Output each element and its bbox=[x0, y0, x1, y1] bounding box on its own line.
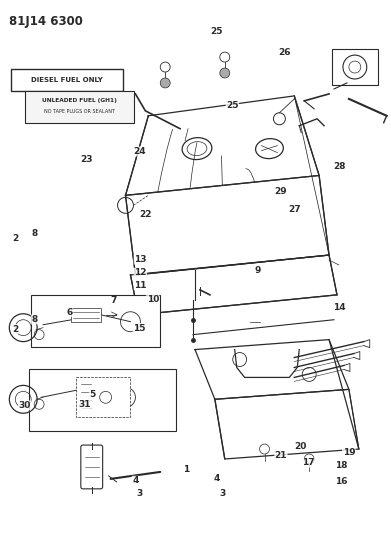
Text: 81J14 6300: 81J14 6300 bbox=[9, 15, 83, 28]
Text: 26: 26 bbox=[278, 49, 291, 58]
Text: DIESEL FUEL ONLY: DIESEL FUEL ONLY bbox=[31, 77, 103, 83]
Text: 2: 2 bbox=[12, 325, 18, 334]
Text: 8: 8 bbox=[31, 315, 38, 324]
Text: 6: 6 bbox=[66, 308, 72, 317]
Text: 4: 4 bbox=[213, 474, 220, 483]
Text: 23: 23 bbox=[80, 155, 92, 164]
Text: 20: 20 bbox=[294, 442, 307, 451]
Text: 3: 3 bbox=[136, 489, 142, 498]
Text: 16: 16 bbox=[335, 477, 347, 486]
Text: 11: 11 bbox=[134, 280, 147, 289]
Bar bbox=[25, 91, 135, 123]
Text: 18: 18 bbox=[335, 461, 347, 470]
Circle shape bbox=[220, 68, 230, 78]
Text: 8: 8 bbox=[31, 229, 38, 238]
Bar bbox=[76, 377, 131, 417]
Text: 17: 17 bbox=[302, 458, 314, 467]
Bar bbox=[31, 295, 160, 346]
Text: 3: 3 bbox=[220, 489, 226, 498]
Text: 12: 12 bbox=[134, 268, 147, 277]
Bar bbox=[332, 49, 378, 85]
Text: 29: 29 bbox=[274, 187, 287, 196]
Text: 5: 5 bbox=[90, 390, 96, 399]
Text: 15: 15 bbox=[133, 324, 145, 333]
Text: 25: 25 bbox=[226, 101, 239, 110]
FancyBboxPatch shape bbox=[81, 445, 103, 489]
Text: 14: 14 bbox=[333, 303, 346, 312]
Text: 7: 7 bbox=[111, 296, 117, 305]
Bar bbox=[29, 369, 176, 431]
Text: 13: 13 bbox=[134, 255, 147, 264]
Text: 19: 19 bbox=[343, 448, 355, 457]
Text: 24: 24 bbox=[133, 147, 145, 156]
Circle shape bbox=[160, 78, 170, 88]
Text: 21: 21 bbox=[274, 451, 287, 460]
Text: UNLEADED FUEL (GH1): UNLEADED FUEL (GH1) bbox=[42, 99, 117, 103]
Text: 28: 28 bbox=[333, 163, 345, 171]
Bar bbox=[11, 69, 122, 91]
Text: NO TAPE PLUGS OR SEALANT: NO TAPE PLUGS OR SEALANT bbox=[44, 109, 115, 114]
Bar bbox=[71, 308, 100, 322]
Text: 25: 25 bbox=[211, 27, 223, 36]
Text: 1: 1 bbox=[183, 465, 189, 473]
Text: 2: 2 bbox=[12, 234, 18, 243]
Text: 22: 22 bbox=[139, 210, 151, 219]
Text: 9: 9 bbox=[255, 266, 261, 275]
Text: 30: 30 bbox=[18, 401, 31, 410]
Text: 31: 31 bbox=[79, 400, 91, 409]
Text: 4: 4 bbox=[132, 476, 138, 485]
Text: 10: 10 bbox=[147, 295, 159, 304]
Text: 27: 27 bbox=[288, 205, 301, 214]
